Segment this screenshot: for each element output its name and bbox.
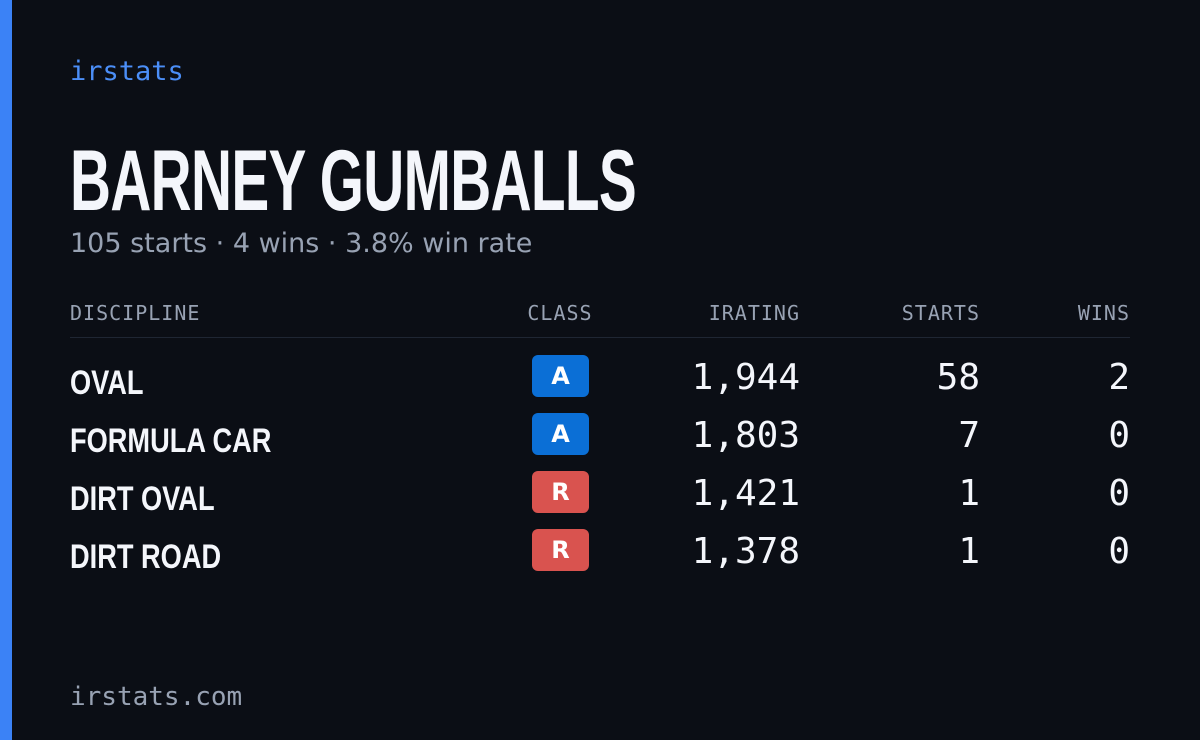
starts: 1 — [958, 531, 980, 572]
column-header: WINS — [1077, 301, 1130, 325]
brand: irstats — [70, 56, 184, 87]
irating: 1,378 — [691, 531, 800, 572]
wins: 0 — [1108, 531, 1130, 572]
header-rule — [70, 337, 1130, 338]
discipline: FORMULA CAR — [70, 422, 272, 460]
discipline: DIRT ROAD — [70, 538, 222, 576]
irating: 1,421 — [691, 473, 800, 514]
class-badge: R — [532, 471, 589, 513]
wins: 2 — [1108, 357, 1130, 398]
column-header: STARTS — [901, 301, 980, 325]
discipline: OVAL — [70, 364, 144, 402]
starts: 7 — [958, 415, 980, 456]
class-badge: A — [532, 413, 589, 455]
column-header: CLASS — [527, 301, 593, 325]
irating: 1,803 — [691, 415, 800, 456]
column-header: IRATING — [708, 301, 800, 325]
irating: 1,944 — [691, 357, 800, 398]
driver-summary: 105 starts · 4 wins · 3.8% win rate — [70, 228, 533, 259]
wins: 0 — [1108, 415, 1130, 456]
driver-name: BARNEY GUMBALLS — [70, 133, 637, 229]
starts: 1 — [958, 473, 980, 514]
class-badge: R — [532, 529, 589, 571]
wins: 0 — [1108, 473, 1130, 514]
starts: 58 — [936, 357, 980, 398]
column-header: DISCIPLINE — [70, 301, 201, 325]
discipline: DIRT OVAL — [70, 480, 215, 518]
footer: irstats.com — [70, 682, 243, 712]
class-badge: A — [532, 355, 589, 397]
accent-strip — [0, 0, 12, 740]
